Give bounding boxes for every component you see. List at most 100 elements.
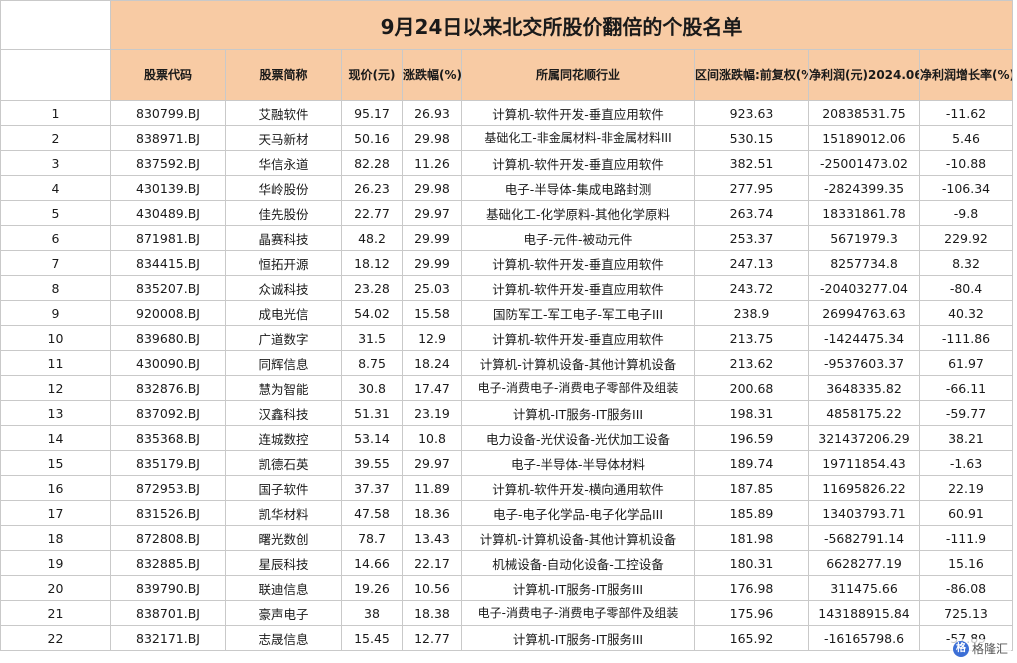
price-cell: 78.7 [341,525,403,551]
stock-code-cell: 839680.BJ [110,325,226,351]
row-index-cell: 14 [0,425,111,451]
net-profit-cell: 8257734.8 [808,250,920,276]
stock-name-cell: 华岭股份 [225,175,342,201]
price-cell: 15.45 [341,625,403,651]
table-row: 7 834415.BJ 恒拓开源 18.12 29.99 计算机-软件开发-垂直应用软件 2… [0,250,1013,276]
net-profit-cell: -5682791.14 [808,525,920,551]
stock-name-cell: 天马新材 [225,125,342,151]
row-index-cell: 15 [0,450,111,476]
header-row: 股票代码 股票简称 现价(元) 涨跌幅(%) 所属同花顺行业 区间涨跌幅:前复权… [0,49,1013,101]
change-pct-cell: 22.17 [402,550,462,576]
profit-growth-cell: 15.16 [919,550,1013,576]
industry-cell: 电子-半导体-半导体材料 [461,450,695,476]
price-cell: 95.17 [341,100,403,126]
header-code: 股票代码 [110,49,226,101]
stock-code-cell: 920008.BJ [110,300,226,326]
table-row: 4 430139.BJ 华岭股份 26.23 29.98 电子-半导体-集成电路封测 277… [0,175,1013,201]
stock-name-cell: 豪声电子 [225,600,342,626]
change-pct-cell: 17.47 [402,375,462,401]
profit-growth-cell: 22.19 [919,475,1013,501]
change-pct-cell: 29.97 [402,450,462,476]
profit-growth-cell: 229.92 [919,225,1013,251]
stock-code-cell: 872953.BJ [110,475,226,501]
row-index-cell: 7 [0,250,111,276]
stock-code-cell: 832885.BJ [110,550,226,576]
stock-name-cell: 成电光信 [225,300,342,326]
row-index-cell: 13 [0,400,111,426]
industry-cell: 电子-半导体-集成电路封测 [461,175,695,201]
stock-code-cell: 832171.BJ [110,625,226,651]
net-profit-cell: 19711854.43 [808,450,920,476]
net-profit-cell: 13403793.71 [808,500,920,526]
industry-cell: 计算机-计算机设备-其他计算机设备 [461,525,695,551]
net-profit-cell: 6628277.19 [808,550,920,576]
change-pct-cell: 13.43 [402,525,462,551]
profit-growth-cell: 5.46 [919,125,1013,151]
industry-cell: 计算机-软件开发-横向通用软件 [461,475,695,501]
row-index-cell: 4 [0,175,111,201]
stock-code-cell: 872808.BJ [110,525,226,551]
row-index-cell: 19 [0,550,111,576]
industry-cell: 计算机-计算机设备-其他计算机设备 [461,350,695,376]
row-index-cell: 22 [0,625,111,651]
table-row: 17 831526.BJ 凯华材料 47.58 18.36 电子-电子化学品-电子化学品I… [0,500,1013,526]
range-change-cell: 196.59 [694,425,809,451]
profit-growth-cell: -111.86 [919,325,1013,351]
range-change-cell: 530.15 [694,125,809,151]
stock-code-cell: 871981.BJ [110,225,226,251]
header-industry: 所属同花顺行业 [461,49,695,101]
table-row: 6 871981.BJ 晶赛科技 48.2 29.99 电子-元件-被动元件 253.37 5… [0,225,1013,251]
industry-cell: 计算机-软件开发-垂直应用软件 [461,100,695,126]
stock-code-cell: 834415.BJ [110,250,226,276]
range-change-cell: 176.98 [694,575,809,601]
row-index-cell: 1 [0,100,111,126]
range-change-cell: 247.13 [694,250,809,276]
stock-code-cell: 837092.BJ [110,400,226,426]
table-row: 3 837592.BJ 华信永道 82.28 11.26 计算机-软件开发-垂直应用软件 3… [0,150,1013,176]
change-pct-cell: 18.38 [402,600,462,626]
stock-name-cell: 国子软件 [225,475,342,501]
net-profit-cell: -2824399.35 [808,175,920,201]
corner-cell [0,0,111,50]
header-price: 现价(元) [341,49,403,101]
range-change-cell: 185.89 [694,500,809,526]
stock-code-cell: 832876.BJ [110,375,226,401]
stock-name-cell: 志晟信息 [225,625,342,651]
stock-name-cell: 星辰科技 [225,550,342,576]
net-profit-cell: -25001473.02 [808,150,920,176]
profit-growth-cell: -66.11 [919,375,1013,401]
profit-growth-cell: -1.63 [919,450,1013,476]
price-cell: 54.02 [341,300,403,326]
profit-growth-cell: -80.4 [919,275,1013,301]
table-row: 20 839790.BJ 联迪信息 19.26 10.56 计算机-IT服务-IT服务II… [0,575,1013,601]
change-pct-cell: 29.98 [402,175,462,201]
range-change-cell: 165.92 [694,625,809,651]
change-pct-cell: 15.58 [402,300,462,326]
price-cell: 82.28 [341,150,403,176]
stock-name-cell: 广道数字 [225,325,342,351]
stock-name-cell: 华信永道 [225,150,342,176]
industry-cell: 机械设备-自动化设备-工控设备 [461,550,695,576]
stock-name-cell: 佳先股份 [225,200,342,226]
table-row: 16 872953.BJ 国子软件 37.37 11.89 计算机-软件开发-横向通用软件… [0,475,1013,501]
industry-cell: 电子-电子化学品-电子化学品III [461,500,695,526]
change-pct-cell: 10.56 [402,575,462,601]
stock-name-cell: 艾融软件 [225,100,342,126]
stock-name-cell: 汉鑫科技 [225,400,342,426]
table-row: 14 835368.BJ 连城数控 53.14 10.8 电力设备-光伏设备-光伏加工设备… [0,425,1013,451]
row-index-cell: 11 [0,350,111,376]
table-row: 13 837092.BJ 汉鑫科技 51.31 23.19 计算机-IT服务-IT服务II… [0,400,1013,426]
net-profit-cell: -16165798.6 [808,625,920,651]
header-range-change: 区间涨跌幅:前复权(%)09.24-10.21 [694,49,809,101]
price-cell: 19.26 [341,575,403,601]
net-profit-cell: -9537603.37 [808,350,920,376]
price-cell: 39.55 [341,450,403,476]
change-pct-cell: 26.93 [402,100,462,126]
page-title: 9月24日以来北交所股价翻倍的个股名单 [110,0,1013,50]
row-index-cell: 17 [0,500,111,526]
profit-growth-cell: -86.08 [919,575,1013,601]
row-index-cell: 16 [0,475,111,501]
range-change-cell: 187.85 [694,475,809,501]
change-pct-cell: 11.26 [402,150,462,176]
price-cell: 18.12 [341,250,403,276]
